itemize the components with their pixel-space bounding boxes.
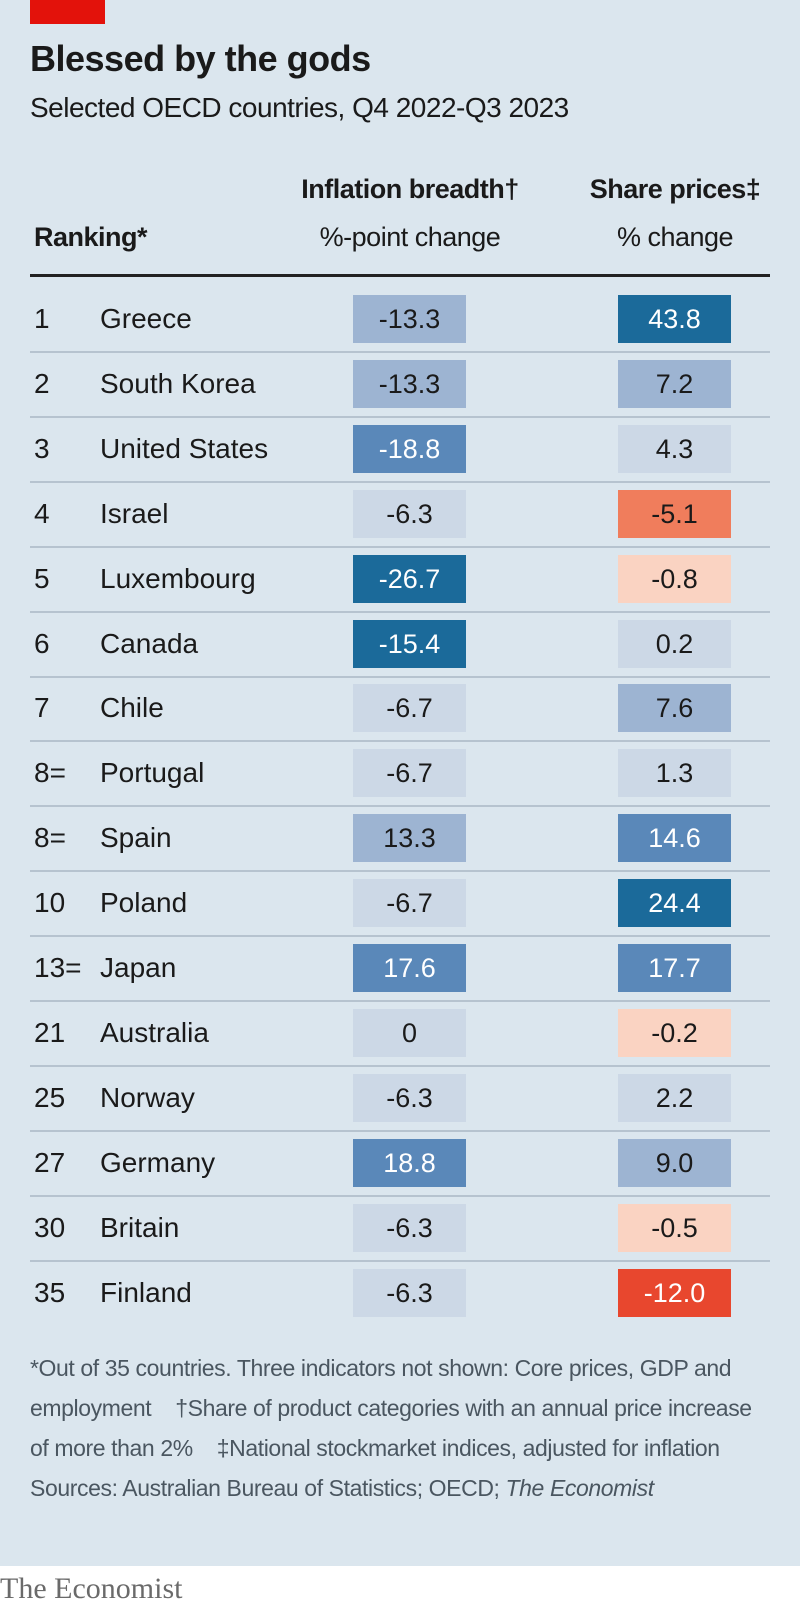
country-cell: Chile <box>100 692 164 724</box>
row-divider <box>30 1129 770 1132</box>
shares-cell: 9.0 <box>618 1138 731 1187</box>
rank-cell: 1 <box>34 303 50 334</box>
inflation-cell: 0 <box>353 1008 466 1057</box>
shares-cell: -12.0 <box>618 1268 731 1317</box>
country-cell: Greece <box>100 303 192 334</box>
inflation-cell: -6.3 <box>353 1268 466 1317</box>
country-cell: South Korea <box>100 367 256 399</box>
rank-cell: 2 <box>34 367 50 399</box>
shares-cell: 14.6 <box>618 814 731 863</box>
row-divider <box>30 1000 770 1002</box>
rank-cell: 21 <box>34 1016 66 1048</box>
country-cell: Poland <box>100 887 188 919</box>
inflation-cell: -13.3 <box>353 295 466 343</box>
shares-cell: -0.2 <box>618 1008 731 1057</box>
row-divider <box>30 740 770 743</box>
footnotes: *Out of 35 countries. Three indicators n… <box>30 1348 775 1508</box>
inflation-cell: -6.7 <box>353 879 466 928</box>
ranking-header: Ranking* <box>34 222 148 252</box>
chart-subtitle: Selected OECD countries, Q4 2022-Q3 2023 <box>30 92 569 123</box>
inflation-cell: 13.3 <box>353 814 466 863</box>
country-cell: Luxembourg <box>100 562 256 594</box>
row-divider <box>30 1064 770 1067</box>
row-divider <box>30 675 770 678</box>
inflation-cell: -6.3 <box>353 489 466 538</box>
brand-red-bar <box>30 0 105 24</box>
shares-cell: 7.6 <box>618 684 731 733</box>
rank-cell: 3 <box>34 432 50 464</box>
row-divider <box>30 1259 770 1262</box>
country-cell: Finland <box>100 1276 192 1308</box>
row-divider <box>30 545 770 548</box>
rank-cell: 8= <box>34 822 66 854</box>
inflation-unit: %-point change <box>319 222 501 252</box>
country-cell: Australia <box>100 1016 209 1048</box>
inflation-cell: 18.8 <box>353 1138 466 1187</box>
country-cell: Portugal <box>100 757 205 789</box>
rank-cell: 7 <box>34 692 50 724</box>
inflation-cell: 17.6 <box>353 944 466 992</box>
header-rule <box>30 274 770 277</box>
shares-cell: -5.1 <box>618 489 731 538</box>
footnote-ranking: *Out of 35 countries. Three indicators n… <box>30 1355 732 1421</box>
row-divider <box>30 610 770 613</box>
rank-cell: 8= <box>34 757 66 789</box>
row-divider <box>30 480 770 483</box>
rank-cell: 6 <box>34 627 50 659</box>
chart-panel: Blessed by the gods Selected OECD countr… <box>0 0 800 1566</box>
row-divider <box>30 351 770 353</box>
shares-cell: 2.2 <box>618 1073 731 1122</box>
row-divider <box>30 415 770 418</box>
shares-unit: % change <box>616 222 734 252</box>
row-divider <box>30 935 770 938</box>
inflation-cell: -26.7 <box>353 554 466 603</box>
country-cell: United States <box>100 432 269 464</box>
shares-cell: 43.8 <box>618 295 731 343</box>
country-cell: Norway <box>100 1081 195 1113</box>
rank-cell: 35 <box>34 1276 66 1308</box>
rank-cell: 5 <box>34 562 50 594</box>
rank-cell: 10 <box>34 887 66 919</box>
chart-title: Blessed by the gods <box>30 38 371 79</box>
inflation-cell: -15.4 <box>353 619 466 668</box>
inflation-cell: -6.3 <box>353 1073 466 1122</box>
shares-cell: 0.2 <box>618 619 731 668</box>
row-divider <box>30 1194 770 1197</box>
country-cell: Spain <box>100 822 172 854</box>
shares-cell: 1.3 <box>618 749 731 798</box>
shares-cell: 17.7 <box>618 944 731 992</box>
shares-cell: 7.2 <box>618 359 731 408</box>
sources-italic: The Economist <box>505 1475 655 1501</box>
inflation-cell: -13.3 <box>353 359 466 408</box>
inflation-cell: -6.7 <box>353 684 466 733</box>
country-cell: Japan <box>100 952 177 983</box>
shares-cell: 24.4 <box>618 879 731 928</box>
inflation-cell: -6.7 <box>353 749 466 798</box>
shares-cell: -0.8 <box>618 554 731 603</box>
country-cell: Germany <box>100 1146 216 1178</box>
rank-cell: 27 <box>34 1146 66 1178</box>
shares-cell: -0.5 <box>618 1203 731 1252</box>
sources-text: Sources: Australian Bureau of Statistics… <box>30 1475 506 1501</box>
shares-header: Share prices‡ <box>589 174 761 204</box>
country-cell: Israel <box>100 497 169 529</box>
footnote-shares: ‡National stockmarket indices, adjusted … <box>216 1435 720 1461</box>
economist-logo: The Economist <box>0 1572 183 1605</box>
rank-cell: 25 <box>34 1081 66 1113</box>
country-cell: Britain <box>100 1211 180 1243</box>
footnote-inflation: †Share of product categories with an ann… <box>30 1395 752 1461</box>
rank-cell: 4 <box>34 497 50 529</box>
row-divider <box>30 805 770 808</box>
rank-cell: 13= <box>34 952 82 983</box>
row-divider <box>30 870 770 873</box>
inflation-cell: -6.3 <box>353 1203 466 1252</box>
inflation-header: Inflation breadth† <box>301 174 519 204</box>
shares-cell: 4.3 <box>618 424 731 473</box>
rank-cell: 30 <box>34 1211 66 1243</box>
inflation-cell: -18.8 <box>353 424 466 473</box>
country-cell: Canada <box>100 627 199 659</box>
